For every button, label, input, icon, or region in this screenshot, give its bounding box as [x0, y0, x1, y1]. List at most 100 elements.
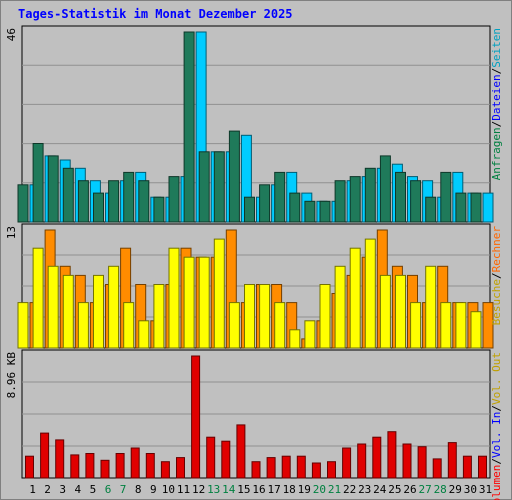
- bar-anfragen-day-8: [123, 171, 135, 223]
- bar-besuche-day-30: [455, 302, 467, 349]
- bar-besuche-day-21: [319, 284, 331, 349]
- bar-anfragen-day-18: [274, 171, 286, 223]
- legend-item: Besuche: [490, 279, 503, 325]
- x-tick-day-4: 4: [74, 483, 81, 496]
- bar-volumen-day-24: [372, 436, 382, 479]
- bar-volumen-day-15: [236, 424, 246, 479]
- bar-anfragen-day-27: [410, 180, 422, 223]
- bar-anfragen-day-6: [93, 192, 104, 223]
- y-max-label: 8.96 KB: [5, 352, 18, 399]
- legend-item: Vol. In: [490, 412, 503, 458]
- bar-anfragen-day-21: [319, 200, 331, 223]
- page-title: Tages-Statistik im Monat Dezember 2025: [18, 7, 293, 21]
- bar-anfragen-day-11: [168, 176, 180, 223]
- bar-besuche-day-31: [470, 311, 482, 349]
- bar-anfragen-day-30: [455, 192, 467, 223]
- legend-item: /: [490, 458, 503, 465]
- bar-volumen-day-29: [447, 442, 457, 479]
- bar-volumen-day-25: [387, 431, 397, 479]
- bar-volumen-day-27: [417, 446, 427, 479]
- bar-besuche-day-17: [259, 284, 271, 349]
- legend-item: Seiten: [490, 28, 503, 68]
- x-tick-day-2: 2: [44, 483, 51, 496]
- x-tick-day-8: 8: [135, 483, 142, 496]
- panel-bottom: 8.96 KB Volumen/Vol. In/Vol. Out: [5, 349, 503, 500]
- panel-middle: 13 Besuche/Rechner: [5, 223, 503, 349]
- bar-besuche-day-26: [395, 274, 406, 349]
- x-tick-day-15: 15: [237, 483, 250, 496]
- bar-volumen-day-21: [327, 461, 336, 479]
- bar-besuche-day-12: [183, 256, 195, 349]
- bar-besuche-day-27: [410, 302, 422, 349]
- bar-volumen-day-19: [296, 455, 306, 479]
- bar-anfragen-day-2: [32, 143, 44, 223]
- bar-anfragen-day-16: [244, 196, 255, 223]
- bar-besuche-day-29: [440, 302, 452, 349]
- bar-volumen-day-22: [342, 447, 352, 479]
- x-tick-day-28: 28: [434, 483, 447, 496]
- bar-besuche-day-18: [274, 302, 286, 349]
- bar-volumen-day-30: [462, 455, 472, 479]
- x-tick-day-6: 6: [105, 483, 112, 496]
- x-tick-day-20: 20: [313, 483, 326, 496]
- bar-anfragen-day-14: [213, 151, 225, 223]
- bar-volumen-day-12: [191, 355, 201, 479]
- bar-volumen-day-14: [221, 440, 231, 479]
- bar-besuche-day-23: [349, 247, 361, 349]
- x-tick-day-18: 18: [283, 483, 296, 496]
- bar-besuche-day-13: [198, 256, 210, 349]
- x-tick-day-7: 7: [120, 483, 127, 496]
- bar-volumen-day-7: [115, 453, 125, 479]
- bar-volumen-day-3: [55, 439, 65, 479]
- bar-anfragen-day-1: [17, 184, 29, 223]
- bar-besuche-day-14: [213, 238, 225, 349]
- bar-besuche-day-25: [379, 274, 391, 349]
- bar-anfragen-day-22: [334, 180, 346, 223]
- x-tick-day-5: 5: [90, 483, 97, 496]
- bar-anfragen-day-29: [440, 171, 452, 223]
- legend-item: Dateien: [490, 74, 503, 120]
- bar-anfragen-day-10: [153, 196, 165, 223]
- x-tick-day-22: 22: [343, 483, 356, 496]
- x-tick-day-16: 16: [252, 483, 265, 496]
- bar-volumen-day-28: [432, 458, 442, 479]
- legend-item: Volumen: [490, 465, 503, 500]
- x-tick-day-30: 30: [464, 483, 477, 496]
- bar-volumen-day-4: [70, 454, 80, 479]
- legend-item: Anfragen: [490, 127, 503, 180]
- bar-volumen-day-16: [251, 461, 261, 479]
- x-tick-day-17: 17: [267, 483, 280, 496]
- bar-besuche-day-22: [334, 265, 346, 349]
- x-tick-day-3: 3: [59, 483, 66, 496]
- bar-volumen-day-13: [206, 436, 216, 479]
- panel-middle-legend: Besuche/Rechner: [490, 226, 503, 326]
- x-tick-day-10: 10: [162, 483, 175, 496]
- bar-besuche-day-28: [425, 265, 437, 349]
- bar-besuche-day-10: [153, 284, 165, 349]
- x-tick-day-31: 31: [479, 483, 492, 496]
- bar-volumen-day-8: [130, 447, 140, 479]
- x-tick-day-11: 11: [177, 483, 190, 496]
- bar-besuche-day-16: [244, 284, 255, 349]
- bar-besuche-day-24: [364, 238, 376, 349]
- x-tick-day-26: 26: [403, 483, 416, 496]
- bar-volumen-day-1: [25, 455, 34, 479]
- bar-volumen-day-6: [100, 459, 110, 479]
- bar-anfragen-day-9: [138, 180, 150, 223]
- x-tick-day-13: 13: [207, 483, 220, 496]
- bar-volumen-day-23: [357, 443, 367, 479]
- bar-anfragen-day-28: [425, 196, 437, 223]
- x-tick-day-23: 23: [358, 483, 371, 496]
- bar-besuche-day-7: [108, 265, 120, 349]
- panel-bottom-legend: Volumen/Vol. In/Vol. Out: [490, 352, 503, 500]
- bar-besuche-day-4: [62, 274, 74, 349]
- bar-besuche-day-20: [304, 320, 316, 349]
- bar-anfragen-day-19: [289, 192, 301, 223]
- bar-volumen-day-5: [85, 453, 95, 479]
- bar-besuche-day-8: [123, 302, 135, 349]
- bar-besuche-day-11: [168, 247, 180, 349]
- bar-besuche-day-19: [289, 329, 301, 349]
- y-max-label: 13: [5, 226, 18, 239]
- x-tick-day-1: 1: [29, 483, 36, 496]
- bar-volumen-day-20: [311, 462, 321, 479]
